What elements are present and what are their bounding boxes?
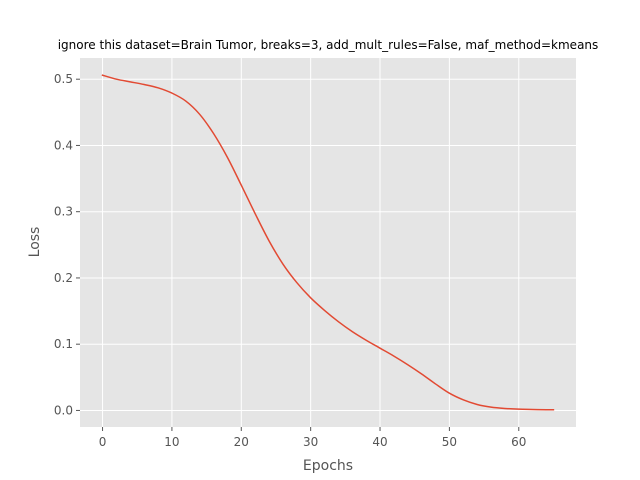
x-tick-label: 10: [164, 435, 179, 449]
x-tick-label: 60: [511, 435, 526, 449]
loss-series-line: [101, 74, 555, 411]
y-tick-label: 0.3: [54, 205, 73, 219]
x-tick-label: 20: [234, 435, 249, 449]
x-tick-label: 30: [303, 435, 318, 449]
x-axis-label: Epochs: [303, 458, 353, 474]
series-layer: [101, 74, 555, 411]
chart-title: ignore this dataset=Brain Tumor, breaks=…: [58, 38, 599, 52]
x-tick-label: 50: [442, 435, 457, 449]
y-tick-label: 0.4: [54, 138, 73, 152]
y-tick-label: 0.0: [54, 403, 73, 417]
x-axis-ticks: 0 10 20 30 40 50 60: [99, 427, 526, 449]
y-tick-label: 0.5: [54, 72, 73, 86]
y-tick-label: 0.1: [54, 337, 73, 351]
y-tick-label: 0.2: [54, 271, 73, 285]
x-tick-label: 0: [99, 435, 107, 449]
y-axis-label: Loss: [27, 227, 43, 258]
x-tick-label: 40: [372, 435, 387, 449]
grid: [80, 58, 576, 427]
plot-area: [80, 58, 576, 427]
y-axis-ticks: 0.0 0.1 0.2 0.3 0.4 0.5: [54, 72, 80, 417]
